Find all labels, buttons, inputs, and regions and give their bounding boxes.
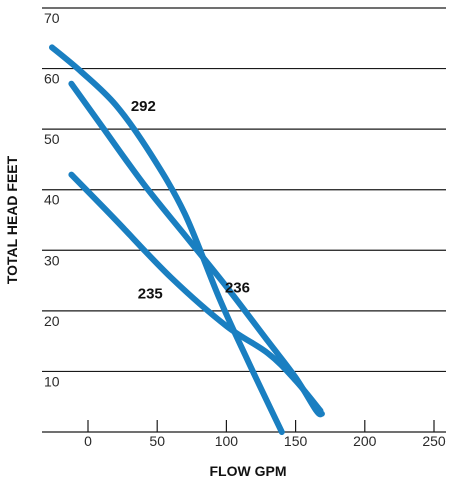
y-tick-label: 70 xyxy=(44,10,60,26)
y-tick-label: 30 xyxy=(44,252,60,268)
x-tick-label: 150 xyxy=(284,433,308,449)
y-tick-label: 40 xyxy=(44,192,60,208)
x-tick-label: 200 xyxy=(353,433,377,449)
x-tick-label: 50 xyxy=(149,433,165,449)
y-tick-label: 60 xyxy=(44,71,60,87)
x-tick-label: 250 xyxy=(422,433,446,449)
gridlines xyxy=(42,7,446,433)
series-label-236: 236 xyxy=(225,280,250,297)
y-tick-label: 10 xyxy=(44,373,60,389)
x-tick-label: 100 xyxy=(215,433,239,449)
series-labels: 292 236 235 xyxy=(131,98,250,303)
series-line-292 xyxy=(49,44,285,435)
x-axis-title: FLOW GPM xyxy=(210,463,287,479)
series-line-235 xyxy=(68,171,324,414)
x-axis-tick-labels: 0 50 100 150 200 250 xyxy=(84,433,446,449)
y-tick-label: 50 xyxy=(44,131,60,147)
x-axis-ticks xyxy=(87,420,435,432)
y-axis-title: TOTAL HEAD FEET xyxy=(4,155,20,284)
series-lines xyxy=(49,44,325,435)
series-label-292: 292 xyxy=(131,98,156,115)
y-axis-tick-labels: 10 20 30 40 50 60 70 xyxy=(44,10,60,389)
y-tick-label: 20 xyxy=(44,313,60,329)
x-tick-label: 0 xyxy=(84,433,92,449)
series-label-235: 235 xyxy=(138,286,163,303)
